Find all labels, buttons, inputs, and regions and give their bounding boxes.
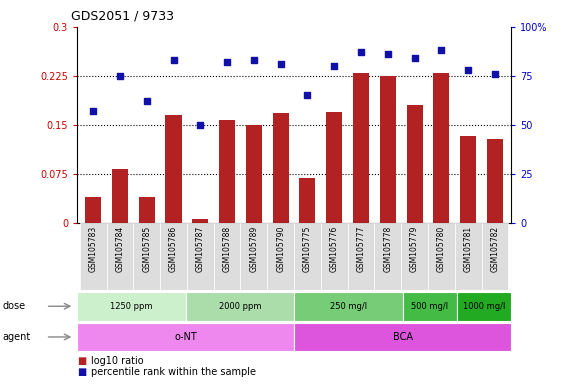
Bar xyxy=(246,125,262,223)
FancyBboxPatch shape xyxy=(403,292,457,321)
Point xyxy=(169,57,178,63)
Text: 500 mg/l: 500 mg/l xyxy=(411,302,448,311)
Text: GSM105788: GSM105788 xyxy=(223,226,232,272)
Bar xyxy=(85,197,101,223)
Text: GSM105786: GSM105786 xyxy=(169,226,178,272)
Text: GSM105778: GSM105778 xyxy=(383,226,392,272)
Text: GSM105782: GSM105782 xyxy=(490,226,500,272)
FancyBboxPatch shape xyxy=(455,223,481,290)
Point xyxy=(464,67,473,73)
Bar xyxy=(139,197,155,223)
Point xyxy=(115,73,124,79)
Text: percentile rank within the sample: percentile rank within the sample xyxy=(91,367,256,377)
FancyBboxPatch shape xyxy=(267,223,294,290)
FancyBboxPatch shape xyxy=(294,223,321,290)
Text: GSM105790: GSM105790 xyxy=(276,226,285,273)
Point xyxy=(356,49,365,55)
Text: GSM105785: GSM105785 xyxy=(142,226,151,272)
Text: ■: ■ xyxy=(77,367,86,377)
Point xyxy=(250,57,259,63)
Text: ■: ■ xyxy=(77,356,86,366)
Text: GDS2051 / 9733: GDS2051 / 9733 xyxy=(71,10,174,23)
Bar xyxy=(326,112,342,223)
Text: GSM105777: GSM105777 xyxy=(356,226,365,273)
Text: 1000 mg/l: 1000 mg/l xyxy=(463,302,505,311)
Text: GSM105780: GSM105780 xyxy=(437,226,446,272)
Point xyxy=(196,122,205,128)
Bar xyxy=(192,220,208,223)
FancyBboxPatch shape xyxy=(187,223,214,290)
Text: GSM105787: GSM105787 xyxy=(196,226,205,272)
Bar xyxy=(112,169,128,223)
FancyBboxPatch shape xyxy=(294,323,511,351)
Text: 250 mg/l: 250 mg/l xyxy=(329,302,367,311)
FancyBboxPatch shape xyxy=(214,223,240,290)
FancyBboxPatch shape xyxy=(107,223,134,290)
FancyBboxPatch shape xyxy=(294,292,403,321)
Point xyxy=(89,108,98,114)
FancyBboxPatch shape xyxy=(80,223,107,290)
Text: GSM105775: GSM105775 xyxy=(303,226,312,273)
Bar xyxy=(380,76,396,223)
Text: GSM105776: GSM105776 xyxy=(329,226,339,273)
Point xyxy=(410,55,419,61)
Point xyxy=(276,61,286,67)
FancyBboxPatch shape xyxy=(134,223,160,290)
Point xyxy=(329,63,339,69)
FancyBboxPatch shape xyxy=(160,223,187,290)
FancyBboxPatch shape xyxy=(401,223,428,290)
Text: 2000 ppm: 2000 ppm xyxy=(219,302,261,311)
FancyBboxPatch shape xyxy=(186,292,294,321)
Bar xyxy=(487,139,503,223)
Text: BCA: BCA xyxy=(392,332,413,342)
Point xyxy=(142,98,151,104)
FancyBboxPatch shape xyxy=(321,223,348,290)
Text: GSM105784: GSM105784 xyxy=(115,226,124,272)
FancyBboxPatch shape xyxy=(240,223,267,290)
Text: agent: agent xyxy=(3,332,31,342)
Text: GSM105789: GSM105789 xyxy=(250,226,259,272)
Point xyxy=(437,47,446,53)
Bar xyxy=(407,105,423,223)
Text: log10 ratio: log10 ratio xyxy=(91,356,144,366)
Bar xyxy=(433,73,449,223)
Bar xyxy=(460,136,476,223)
FancyBboxPatch shape xyxy=(77,292,186,321)
Text: GSM105783: GSM105783 xyxy=(89,226,98,272)
FancyBboxPatch shape xyxy=(457,292,511,321)
FancyBboxPatch shape xyxy=(428,223,455,290)
Text: 1250 ppm: 1250 ppm xyxy=(110,302,152,311)
Point xyxy=(223,59,232,65)
Bar xyxy=(353,73,369,223)
Text: GSM105781: GSM105781 xyxy=(464,226,473,272)
Point xyxy=(303,92,312,98)
Bar xyxy=(272,113,289,223)
Bar xyxy=(299,178,316,223)
Point xyxy=(490,71,500,77)
Bar xyxy=(166,115,182,223)
Text: dose: dose xyxy=(3,301,26,311)
FancyBboxPatch shape xyxy=(77,323,294,351)
Bar xyxy=(219,120,235,223)
Text: GSM105779: GSM105779 xyxy=(410,226,419,273)
FancyBboxPatch shape xyxy=(481,223,508,290)
FancyBboxPatch shape xyxy=(348,223,375,290)
Text: o-NT: o-NT xyxy=(174,332,197,342)
Point xyxy=(383,51,392,57)
FancyBboxPatch shape xyxy=(375,223,401,290)
